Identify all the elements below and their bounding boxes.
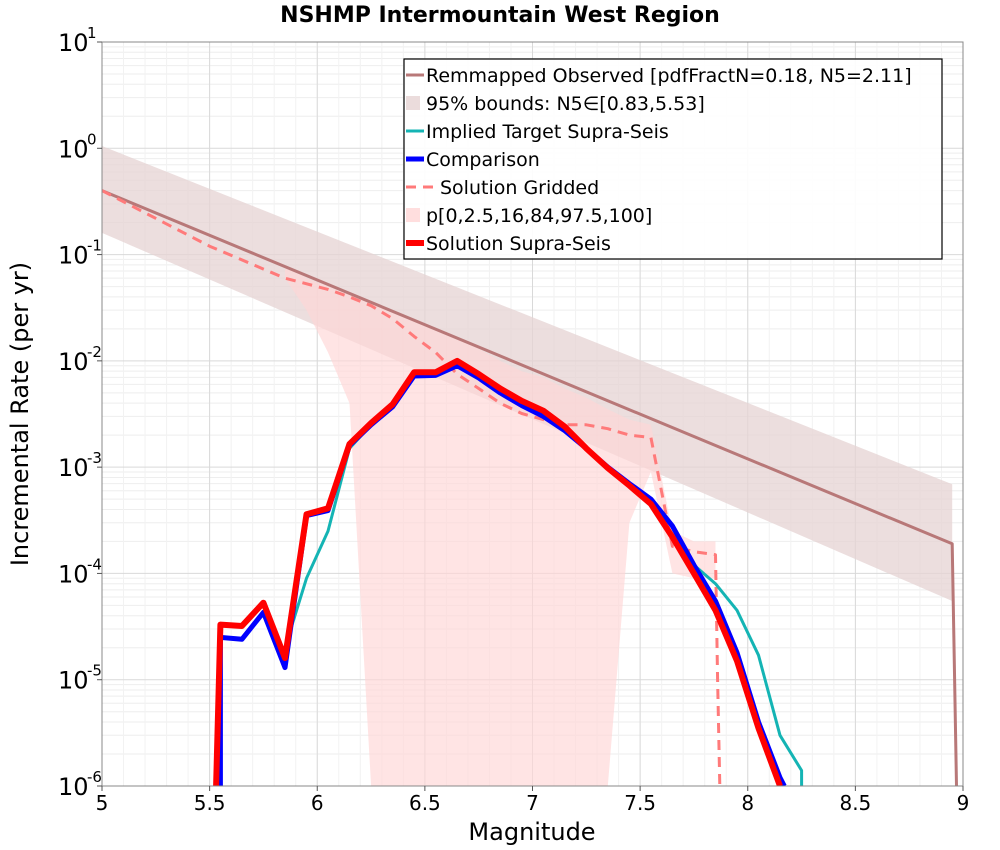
x-tick-label: 6.5 — [409, 791, 441, 815]
y-tick-exponent: -1 — [87, 237, 102, 255]
x-tick-label: 5 — [96, 791, 109, 815]
y-tick-label: 10 — [58, 773, 89, 801]
lines — [102, 189, 958, 786]
x-tick-label: 8 — [741, 791, 754, 815]
chart-title: NSHMP Intermountain West Region — [280, 3, 720, 28]
y-tick-exponent: -6 — [87, 768, 102, 786]
legend-box — [403, 58, 943, 260]
x-tick-label: 7.5 — [624, 791, 656, 815]
bands — [102, 146, 953, 786]
legend-entry: p[0,2.5,16,84,97.5,100] — [426, 205, 652, 227]
series-line-4 — [102, 189, 722, 786]
y-tick-label: 10 — [58, 135, 89, 163]
band-5 — [285, 264, 716, 786]
x-ticks: 5 5.5 6 6.5 7 7.5 8 8.5 9 — [96, 786, 970, 815]
y-tick-label: 10 — [58, 667, 89, 695]
legend-entry: Remmapped Observed [pdfFractN=0.18, N5=2… — [426, 65, 912, 87]
x-tick-label: 8.5 — [839, 791, 871, 815]
y-tick-label: 10 — [58, 29, 89, 57]
legend-entry: Comparison — [426, 149, 540, 171]
y-tick-label: 10 — [58, 242, 89, 270]
y-axis-label: Incremental Rate (per yr) — [6, 262, 34, 566]
series-line-0 — [102, 189, 958, 786]
legend-entry: Implied Target Supra-Seis — [426, 121, 669, 143]
y-tick-exponent: -5 — [87, 662, 102, 680]
x-tick-label: 6 — [311, 791, 324, 815]
legend-entry: Solution Supra-Seis — [426, 233, 611, 255]
legend-swatch — [406, 208, 420, 222]
y-tick-exponent: -4 — [87, 555, 102, 573]
series-line-6 — [213, 357, 783, 786]
y-tick-exponent: 0 — [87, 130, 97, 148]
y-tick-exponent: 1 — [87, 24, 97, 42]
y-tick-label: 10 — [58, 560, 89, 588]
y-tick-label: 10 — [58, 454, 89, 482]
x-tick-label: 7 — [526, 791, 539, 815]
legend-swatch — [406, 96, 420, 110]
y-tick-exponent: -2 — [87, 343, 102, 361]
x-axis-label: Magnitude — [468, 818, 595, 846]
legend: Remmapped Observed [pdfFractN=0.18, N5=2… — [403, 58, 943, 260]
x-tick-label: 9 — [957, 791, 970, 815]
legend-entry: Solution Gridded — [440, 177, 599, 199]
y-tick-label: 10 — [58, 348, 89, 376]
y-tick-exponent: -3 — [87, 449, 102, 467]
x-tick-label: 5.5 — [194, 791, 226, 815]
legend-entry: 95% bounds: N5∈[0.83,5.53] — [426, 93, 705, 115]
